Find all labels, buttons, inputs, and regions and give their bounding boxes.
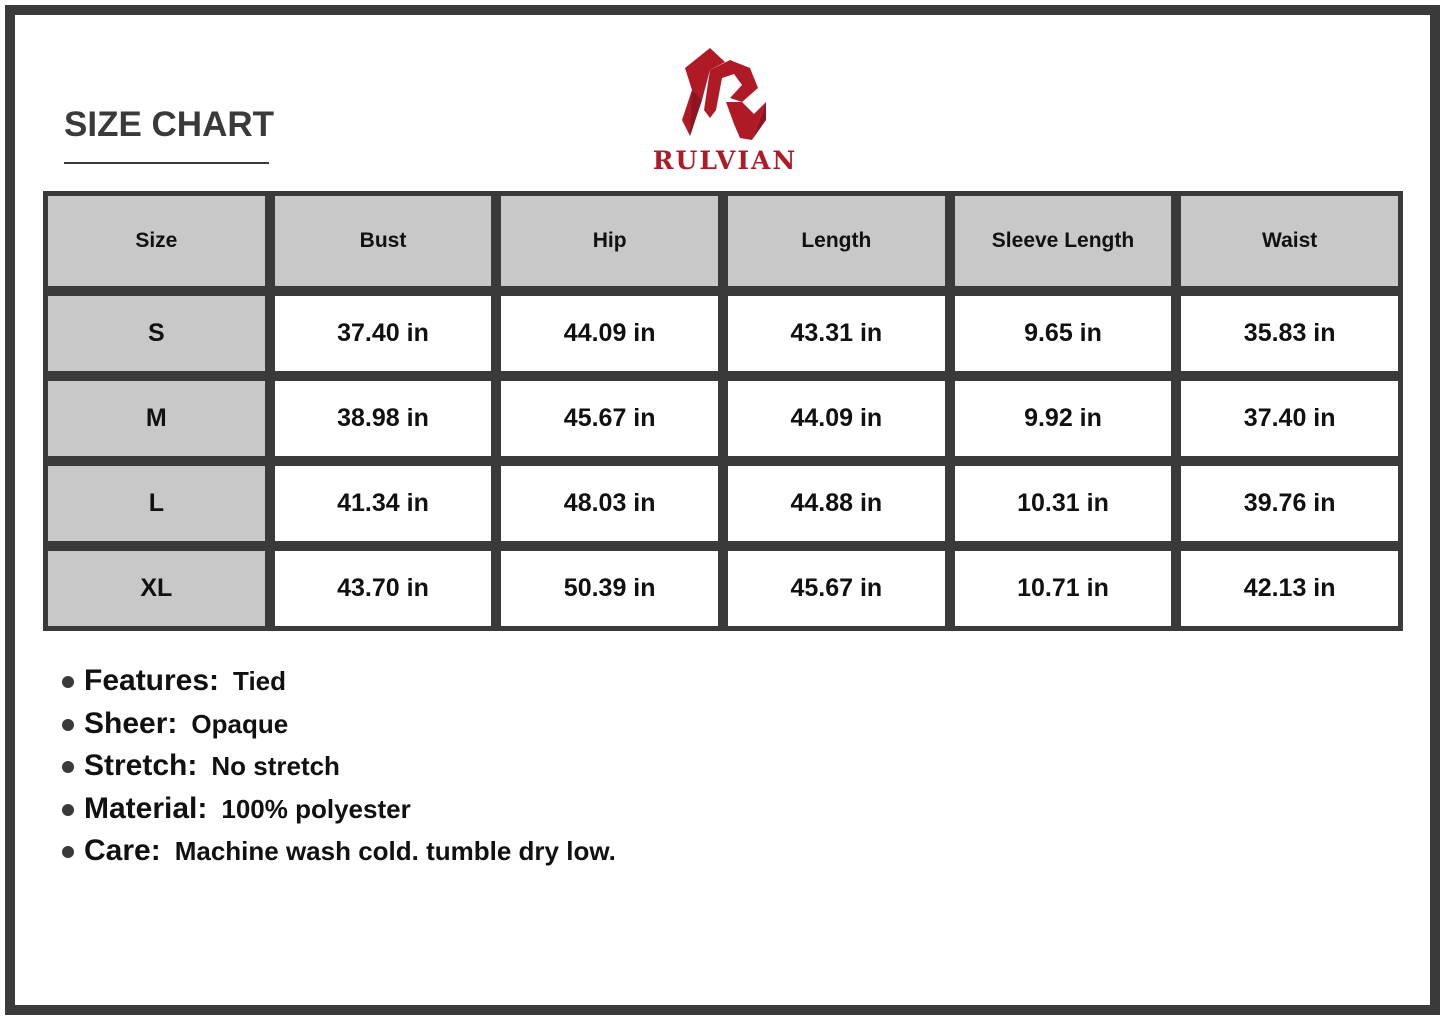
size-label-cell: XL [48,551,265,626]
measurement-cell: 10.71 in [954,551,1172,626]
measurement-cell: 39.76 in [1181,466,1398,541]
bullet-icon [62,846,74,859]
bullet-icon [62,676,74,689]
measurement-cell: 45.67 in [728,551,945,626]
measurement-cell: 45.67 in [501,381,718,456]
measurement-cell: 44.09 in [728,381,945,456]
r-logo-icon [682,48,766,140]
feature-item: Material: 100% polyester [62,792,616,835]
brand-name: RULVIAN [652,146,798,175]
feature-label: Material: [84,791,208,825]
bullet-icon [62,803,74,816]
measurement-cell: 44.88 in [728,466,945,541]
measurement-cell: 37.40 in [1181,381,1398,456]
size-label-cell: L [48,466,265,541]
feature-value: No stretch [211,751,340,781]
feature-label: Sheer: [84,706,178,740]
feature-label: Stretch: [84,749,198,782]
measurement-cell: 43.31 in [728,296,945,371]
bullet-icon [62,718,74,731]
feature-value: 100% polyester [221,793,411,824]
feature-item: Sheer: Opaque [62,707,616,750]
page-frame [5,5,1440,1015]
page-title: SIZE CHART [64,105,274,144]
feature-list: Features: Tied Sheer: Opaque Stretch: No stre… [62,664,616,877]
feature-value: Machine wash cold. tumble dry low. [174,836,616,866]
measurement-cell: 37.40 in [274,296,492,371]
title-underline [64,162,269,164]
size-label-cell: S [48,296,265,371]
bullet-icon [62,761,74,774]
column-header: Waist [1181,196,1398,286]
measurement-cell: 50.39 in [501,551,718,626]
feature-item: Features: Tied [62,664,616,707]
feature-label: Care: [84,834,161,867]
measurement-cell: 10.31 in [954,466,1172,541]
column-header: Sleeve Length [954,196,1172,286]
measurement-cell: 43.70 in [274,551,492,626]
size-label-cell: M [48,381,265,456]
measurement-cell: 48.03 in [501,466,718,541]
measurement-cell: 38.98 in [274,381,492,456]
feature-value: Tied [233,666,287,696]
feature-value: Opaque [191,708,289,739]
measurement-cell: 42.13 in [1181,551,1398,626]
measurement-cell: 35.83 in [1181,296,1398,371]
brand-logo: RULVIAN [630,40,820,180]
column-header: Length [728,196,945,286]
measurement-cell: 9.92 in [954,381,1172,456]
feature-label: Features: [84,664,220,697]
column-header: Hip [501,196,718,286]
feature-item: Stretch: No stretch [62,749,616,792]
measurement-cell: 44.09 in [501,296,718,371]
column-header: Size [48,196,265,286]
measurement-cell: 41.34 in [274,466,492,541]
column-header: Bust [274,196,492,286]
size-table: Size Bust Hip Length Sleeve Length Waist S 37.4… [43,191,1403,631]
feature-item: Care: Machine wash cold. tumble dry low. [62,834,616,877]
measurement-cell: 9.65 in [954,296,1172,371]
